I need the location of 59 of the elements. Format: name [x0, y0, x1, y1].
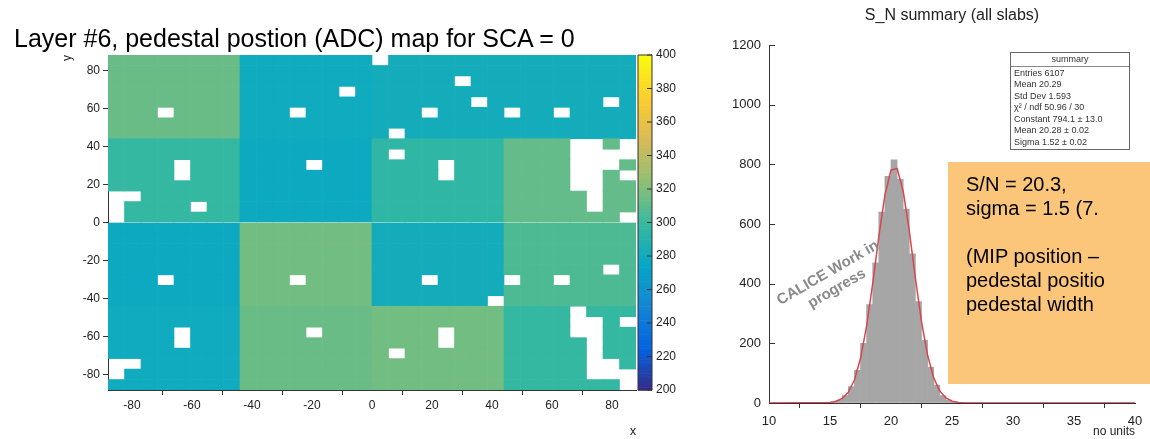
color-bar-label: 340	[656, 147, 677, 162]
y-tick-label: 0	[93, 214, 101, 229]
annotation: χ² / ndf 50.96 / 30	[1014, 102, 1086, 114]
chart-title: Layer #6, pedestal postion (ADC) map for SCA = 0	[14, 24, 575, 52]
x-tick-label: 20	[883, 413, 899, 429]
color-bar-label: 380	[656, 80, 677, 95]
y-tick-label: 80	[86, 62, 101, 77]
y-tick-label: 60	[86, 100, 101, 115]
y-tick-label: 400	[739, 275, 761, 291]
y-tick-label: 1000	[732, 96, 761, 112]
y-tick-label: -20	[82, 252, 101, 267]
x-tick-label: 20	[425, 397, 439, 412]
color-bar-label: 320	[656, 181, 677, 196]
chart-title: S_N summary (all slabs)	[863, 6, 1041, 24]
annotation: Mean 20.29	[1014, 79, 1063, 91]
y-tick-label: -60	[82, 329, 101, 344]
y-tick-label: 200	[739, 334, 761, 350]
x-tick-label: 60	[545, 397, 559, 412]
color-bar-label: 400	[656, 47, 677, 62]
x-axis-title: no units	[1092, 424, 1135, 439]
annotation: Constant 794.1 ± 13.0	[1014, 113, 1104, 125]
x-tick-label: -20	[303, 397, 321, 412]
annotation: (MIP position –	[966, 244, 1101, 268]
color-bar-label: 240	[656, 315, 677, 330]
x-tick-label: -80	[123, 397, 141, 412]
x-tick-label: 25	[944, 413, 960, 429]
y-axis-title: y	[59, 55, 74, 61]
annotation: Entries 6107	[1014, 67, 1066, 79]
x-tick-label: 35	[1066, 413, 1082, 429]
x-tick-label: -60	[183, 397, 201, 412]
x-tick-label: 40	[485, 397, 499, 412]
x-tick-label: 15	[822, 413, 838, 429]
color-bar-label: 200	[656, 382, 677, 397]
y-tick-label: 40	[86, 138, 101, 153]
x-tick-label: 10	[761, 413, 777, 429]
y-tick-label: 1200	[732, 36, 761, 52]
annotation: Sigma 1.52 ± 0.02	[1014, 136, 1088, 148]
x-tick-label: 30	[1005, 413, 1021, 429]
annotation: S/N = 20.3,	[966, 172, 1068, 196]
annotation: Std Dev 1.593	[1014, 90, 1073, 102]
x-tick-label: 80	[605, 397, 619, 412]
y-tick-label: -40	[82, 290, 101, 305]
y-tick-label: -80	[82, 367, 101, 382]
color-bar-label: 220	[656, 348, 677, 363]
x-axis-title: x	[630, 424, 636, 439]
annotation: summary	[1011, 54, 1129, 67]
y-tick-label: 20	[86, 176, 101, 191]
color-bar-label: 260	[656, 281, 677, 296]
annotation: Mean 20.28 ± 0.02	[1014, 125, 1090, 137]
color-bar-label: 360	[656, 114, 677, 129]
annotation: pedestal width	[966, 292, 1095, 316]
x-tick-label: -40	[243, 397, 261, 412]
annotation: pedestal positio	[966, 268, 1106, 292]
color-bar-label: 280	[656, 248, 677, 263]
color-bar-label: 300	[656, 214, 677, 229]
annotation: sigma = 1.5 (7.	[966, 196, 1100, 220]
y-tick-label: 600	[739, 215, 761, 231]
y-tick-label: 800	[739, 155, 761, 171]
x-tick-label: 0	[368, 397, 376, 412]
